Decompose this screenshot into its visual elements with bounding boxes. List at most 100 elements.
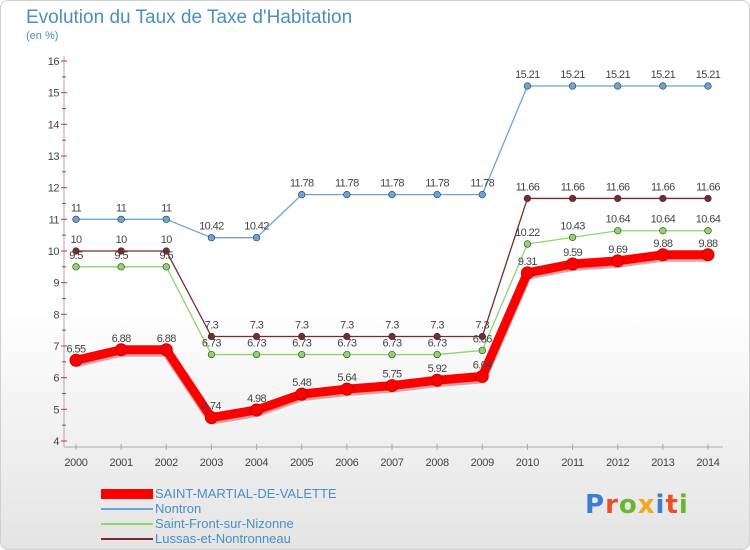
data-point: [701, 248, 715, 262]
data-point: [117, 263, 125, 271]
data-point: [159, 343, 173, 357]
data-point: [117, 247, 125, 255]
legend-label: Saint-Front-sur-Nizonne: [155, 516, 294, 531]
data-label: 6.88: [112, 333, 131, 345]
data-point: [385, 379, 399, 393]
x-tick-label: 2007: [380, 457, 403, 469]
data-label: 6.73: [428, 338, 447, 350]
y-tick-label: 4: [53, 436, 59, 448]
data-label: 6.88: [157, 333, 176, 345]
x-tick-label: 2005: [290, 457, 313, 469]
x-tick-label: 2009: [471, 457, 494, 469]
data-point: [704, 82, 712, 90]
data-point: [523, 82, 532, 90]
data-label: 11.66: [516, 181, 540, 193]
data-label: 10.43: [560, 220, 585, 232]
data-label: 11.66: [606, 181, 630, 193]
data-point: [566, 257, 580, 271]
data-label: 5.75: [382, 369, 401, 381]
data-point: [478, 346, 486, 355]
data-label: 5.48: [292, 377, 311, 389]
y-tick-label: 14: [48, 119, 60, 131]
data-point: [614, 194, 622, 203]
data-point: [343, 191, 351, 199]
data-label: 11.66: [696, 181, 720, 193]
data-point: [252, 332, 261, 341]
data-point: [162, 215, 170, 223]
data-label: 10: [161, 234, 173, 246]
data-point: [114, 343, 128, 357]
data-point: [72, 263, 80, 271]
y-tick-label: 10: [48, 246, 60, 258]
data-label: 15.21: [651, 69, 676, 81]
data-label: 5.92: [428, 363, 447, 375]
data-label: 7.3: [340, 320, 354, 332]
x-tick-label: 2006: [335, 457, 358, 469]
data-point: [659, 227, 667, 235]
data-label: 7.3: [430, 320, 444, 332]
series-lussas-et-nontronneau: [72, 194, 712, 341]
data-label: 10.42: [244, 221, 269, 233]
data-point: [207, 332, 216, 341]
data-label: 7.3: [476, 320, 490, 332]
legend-label: Lussas-et-Nontronneau: [155, 531, 291, 546]
data-point: [295, 387, 309, 401]
data-label: 9.88: [653, 238, 672, 250]
data-label: 15.21: [515, 69, 540, 81]
data-point: [433, 332, 441, 341]
legend-swatch: [101, 523, 153, 525]
data-label: 9.5: [160, 250, 174, 262]
data-label: 11.78: [380, 178, 404, 190]
data-point: [704, 227, 712, 235]
data-point: [568, 82, 577, 90]
data-point: [475, 369, 489, 383]
legend-label: Nontron: [155, 501, 202, 516]
x-tick-label: 2003: [200, 457, 223, 469]
data-label: 9.5: [114, 250, 128, 262]
data-point: [659, 82, 667, 90]
data-label: 15.21: [696, 69, 721, 81]
x-tick-label: 2008: [426, 457, 449, 469]
data-point: [340, 382, 354, 396]
data-point: [704, 194, 712, 203]
data-label: 10: [116, 234, 128, 246]
data-label: 11.78: [290, 178, 314, 190]
data-label: 6.73: [292, 338, 311, 350]
data-label: 6.73: [382, 338, 401, 350]
data-label: 10.42: [199, 221, 224, 233]
series-saint-front-sur-nizonne: [72, 227, 712, 359]
x-tick-label: 2004: [245, 457, 268, 469]
data-point: [430, 373, 444, 387]
data-label: 7.3: [250, 320, 264, 332]
x-tick-label: 2010: [516, 457, 539, 469]
data-label: 4.74: [202, 401, 221, 413]
data-point: [69, 353, 83, 367]
legend-swatch: [101, 538, 153, 540]
data-label: 10: [70, 234, 82, 246]
data-point: [207, 350, 216, 359]
data-point: [568, 233, 577, 241]
data-point: [117, 215, 125, 223]
data-label: 9.69: [608, 244, 627, 256]
data-label: 6.86: [473, 333, 492, 345]
data-label: 10.64: [651, 214, 676, 226]
chart-subtitle: (en %): [26, 30, 59, 42]
x-tick-label: 2001: [110, 457, 133, 469]
x-tick-label: 2012: [606, 457, 629, 469]
data-point: [478, 332, 486, 341]
data-point: [250, 403, 264, 417]
data-point: [252, 234, 261, 242]
data-label: 6.73: [337, 338, 356, 350]
data-point: [388, 350, 396, 359]
y-tick-label: 6: [53, 373, 59, 385]
data-label: 7.3: [295, 320, 309, 332]
data-label: 9.31: [518, 256, 537, 268]
data-label: 10.22: [515, 227, 540, 239]
x-tick-label: 2002: [155, 457, 178, 469]
chart-title: Evolution du Taux de Taxe d'Habitation: [26, 7, 353, 28]
data-point: [343, 350, 351, 359]
proxiti-logo: Proxiti: [585, 490, 689, 520]
data-point: [478, 191, 486, 199]
y-tick-label: 7: [53, 341, 59, 353]
